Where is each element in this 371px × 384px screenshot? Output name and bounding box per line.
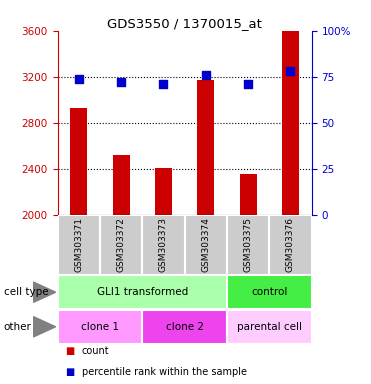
Text: other: other: [4, 322, 32, 332]
Point: [288, 68, 293, 74]
Text: GSM303375: GSM303375: [244, 217, 253, 272]
Text: GSM303372: GSM303372: [116, 217, 125, 272]
Bar: [240, 174, 257, 215]
Bar: [58, 215, 100, 275]
Text: parental cell: parental cell: [237, 322, 302, 332]
Text: clone 1: clone 1: [81, 322, 119, 332]
Bar: [269, 215, 312, 275]
Bar: [70, 108, 87, 215]
Point: [118, 79, 124, 85]
Bar: [227, 215, 269, 275]
Bar: [100, 215, 142, 275]
Bar: [155, 168, 172, 215]
Bar: [142, 310, 227, 344]
Bar: [58, 275, 227, 309]
Bar: [142, 215, 185, 275]
Bar: [282, 31, 299, 215]
Bar: [197, 80, 214, 215]
Text: GSM303371: GSM303371: [74, 217, 83, 272]
Point: [245, 81, 251, 87]
Polygon shape: [33, 317, 56, 337]
Text: ■: ■: [65, 346, 74, 356]
Bar: [227, 310, 312, 344]
Text: GSM303376: GSM303376: [286, 217, 295, 272]
Text: percentile rank within the sample: percentile rank within the sample: [82, 367, 247, 377]
Polygon shape: [33, 282, 56, 302]
Bar: [227, 275, 312, 309]
Bar: [185, 215, 227, 275]
Text: GLI1 transformed: GLI1 transformed: [96, 287, 188, 297]
Text: control: control: [251, 287, 288, 297]
Text: GSM303373: GSM303373: [159, 217, 168, 272]
Title: GDS3550 / 1370015_at: GDS3550 / 1370015_at: [107, 17, 262, 30]
Bar: [112, 155, 129, 215]
Point: [160, 81, 166, 87]
Text: ■: ■: [65, 367, 74, 377]
Text: count: count: [82, 346, 109, 356]
Point: [76, 76, 82, 82]
Point: [203, 72, 209, 78]
Bar: [58, 310, 142, 344]
Text: clone 2: clone 2: [165, 322, 204, 332]
Text: cell type: cell type: [4, 287, 48, 297]
Text: GSM303374: GSM303374: [201, 217, 210, 272]
